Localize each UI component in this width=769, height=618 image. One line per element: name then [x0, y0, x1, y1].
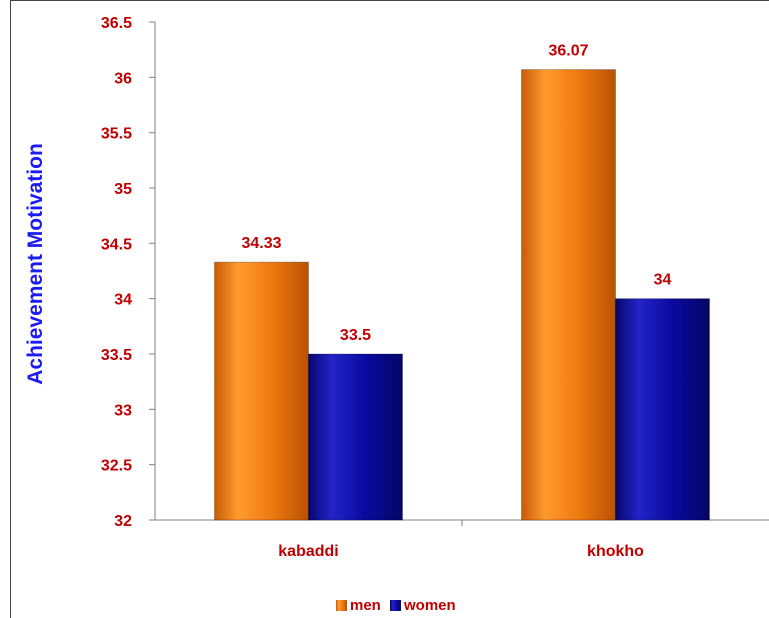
- frame-border-top: [10, 0, 769, 1]
- y-tick-label: 36: [114, 70, 132, 87]
- legend-swatch-men: [336, 600, 347, 611]
- frame-border-left: [10, 0, 11, 618]
- legend-label-women: women: [403, 597, 456, 614]
- y-tick-label: 35.5: [101, 126, 132, 143]
- y-tick-label: 36.5: [101, 15, 132, 32]
- y-tick-label: 35: [114, 181, 132, 198]
- legend-swatch-women: [390, 600, 401, 611]
- y-tick-label: 32.5: [101, 458, 132, 475]
- bar-women-kabaddi: [308, 353, 403, 521]
- y-axis-label: Achievement Motivation: [24, 143, 47, 385]
- y-tick-label: 34: [114, 292, 132, 309]
- data-label: 36.07: [548, 43, 588, 60]
- y-tick-label: 33.5: [101, 347, 132, 364]
- data-label: 34.33: [241, 235, 281, 252]
- y-tick-label: 34.5: [101, 236, 132, 253]
- y-tick-label: 33: [114, 402, 132, 419]
- bar-men-kabaddi: [214, 261, 309, 521]
- x-category-label: kabaddi: [278, 543, 338, 560]
- legend: men women: [336, 597, 456, 614]
- y-tick-label: 32: [114, 513, 132, 530]
- bar-women-khokho: [615, 298, 710, 521]
- data-label: 34: [654, 272, 672, 289]
- data-label: 33.5: [340, 327, 371, 344]
- x-category-label: khokho: [587, 543, 644, 560]
- legend-label-men: men: [350, 597, 381, 614]
- bar-men-khokho: [521, 69, 616, 521]
